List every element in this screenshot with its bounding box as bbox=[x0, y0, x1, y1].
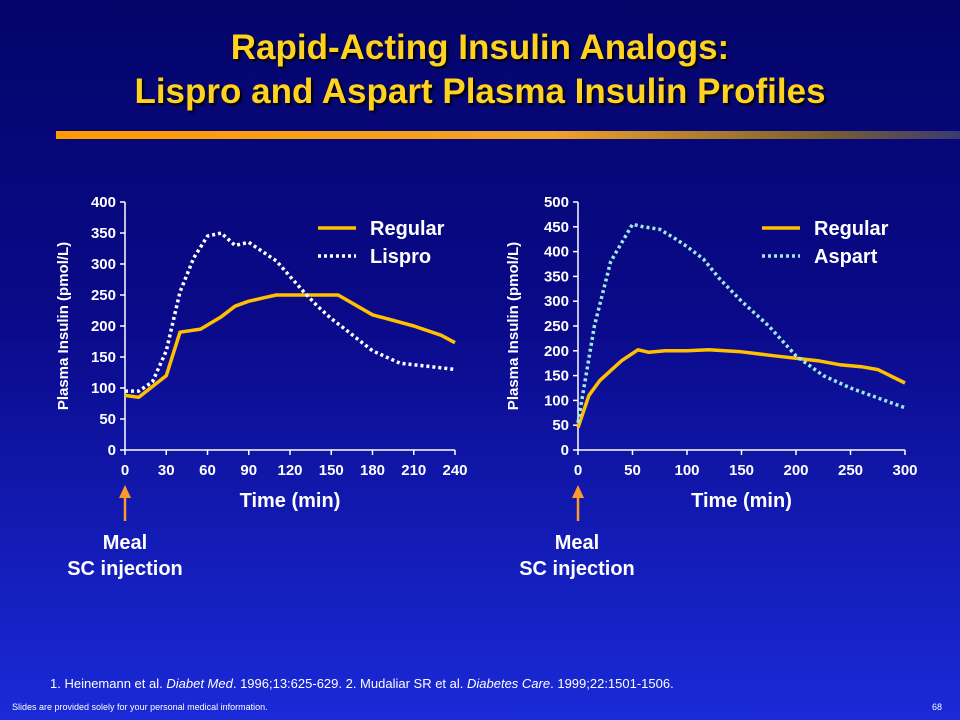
x-tick-label: 210 bbox=[401, 462, 426, 479]
annotation-injection-label: SC injection bbox=[67, 558, 183, 580]
y-tick-label: 50 bbox=[552, 417, 569, 434]
x-tick-label: 300 bbox=[892, 462, 917, 479]
legend-label-aspart: Aspart bbox=[814, 246, 878, 268]
y-tick-label: 250 bbox=[91, 287, 116, 304]
x-tick-label: 0 bbox=[121, 462, 129, 479]
y-tick-label: 0 bbox=[561, 442, 569, 459]
title-underline-bar bbox=[56, 131, 960, 139]
meal-injection-annotation-2: Meal SC injection bbox=[497, 530, 657, 582]
x-tick-label: 250 bbox=[838, 462, 863, 479]
y-tick-label: 200 bbox=[544, 343, 569, 360]
injection-arrow-head-icon bbox=[572, 485, 584, 498]
y-tick-label: 150 bbox=[544, 368, 569, 385]
ref-text: . 1996;13:625-629. 2. Mudaliar SR et al. bbox=[232, 676, 467, 691]
y-axis-label: Plasma Insulin (pmol/L) bbox=[55, 242, 72, 410]
ref-journal: Diabet Med bbox=[166, 676, 233, 691]
x-tick-label: 150 bbox=[729, 462, 754, 479]
y-tick-label: 400 bbox=[91, 194, 116, 211]
y-tick-label: 50 bbox=[99, 411, 116, 428]
slide-title-line1: Rapid-Acting Insulin Analogs: bbox=[230, 28, 730, 67]
y-tick-label: 300 bbox=[544, 293, 569, 310]
x-tick-label: 100 bbox=[674, 462, 699, 479]
meal-injection-annotation-1: Meal SC injection bbox=[45, 530, 205, 582]
x-tick-label: 30 bbox=[158, 462, 175, 479]
series-line-regular bbox=[576, 348, 906, 429]
y-axis-label: Plasma Insulin (pmol/L) bbox=[505, 242, 522, 410]
x-tick-label: 180 bbox=[360, 462, 385, 479]
y-tick-label: 350 bbox=[91, 225, 116, 242]
x-tick-label: 200 bbox=[783, 462, 808, 479]
y-tick-label: 400 bbox=[544, 244, 569, 261]
references: 1. Heinemann et al. Diabet Med. 1996;13:… bbox=[50, 676, 674, 691]
disclaimer: Slides are provided solely for your pers… bbox=[12, 702, 268, 712]
annotation-meal-label: Meal bbox=[102, 532, 148, 554]
x-tick-label: 60 bbox=[199, 462, 216, 479]
x-tick-label: 50 bbox=[624, 462, 641, 479]
x-tick-label: 120 bbox=[277, 462, 302, 479]
y-tick-label: 350 bbox=[544, 268, 569, 285]
x-tick-label: 150 bbox=[319, 462, 344, 479]
series-line-aspart bbox=[576, 222, 906, 423]
x-tick-label: 90 bbox=[240, 462, 257, 479]
chart-lispro: 0 50 100 150 200 250 300 350 400 0 30 60 90 120 150 180… bbox=[55, 194, 468, 521]
y-tick-label: 100 bbox=[91, 380, 116, 397]
series-line-lispro bbox=[125, 231, 456, 393]
x-axis-label: Time (min) bbox=[691, 490, 792, 512]
x-tick-label: 0 bbox=[574, 462, 582, 479]
slide-title-line2: Lispro and Aspart Plasma Insulin Profile… bbox=[134, 72, 826, 111]
annotation-meal-label: Meal bbox=[554, 532, 600, 554]
y-tick-label: 100 bbox=[544, 392, 569, 409]
ref-text: 1. Heinemann et al. bbox=[50, 676, 167, 691]
annotation-injection-label: SC injection bbox=[519, 558, 635, 580]
page-number: 68 bbox=[931, 702, 942, 712]
y-tick-label: 200 bbox=[91, 318, 116, 335]
legend-label-lispro: Lispro bbox=[370, 246, 431, 268]
y-tick-label: 150 bbox=[91, 349, 116, 366]
y-tick-label: 500 bbox=[544, 194, 569, 211]
x-tick-label: 240 bbox=[442, 462, 467, 479]
legend-label-regular: Regular bbox=[370, 218, 445, 240]
x-axis-label: Time (min) bbox=[240, 490, 341, 512]
y-tick-label: 450 bbox=[544, 219, 569, 236]
injection-arrow-head-icon bbox=[119, 485, 131, 498]
ref-text: . 1999;22:1501-1506. bbox=[550, 676, 674, 691]
legend-label-regular: Regular bbox=[814, 218, 889, 240]
series-line-regular bbox=[124, 293, 456, 400]
y-tick-label: 300 bbox=[91, 256, 116, 273]
ref-journal: Diabetes Care bbox=[467, 676, 551, 691]
y-tick-label: 0 bbox=[108, 442, 116, 459]
charts-canvas: 0 50 100 150 200 250 300 350 400 0 30 60 90 120 150 180… bbox=[55, 194, 918, 521]
y-tick-label: 250 bbox=[544, 318, 569, 335]
chart-aspart: 0 50 100 150 200 250 300 350 400 450 500 0 50 100 150 2… bbox=[505, 194, 918, 521]
